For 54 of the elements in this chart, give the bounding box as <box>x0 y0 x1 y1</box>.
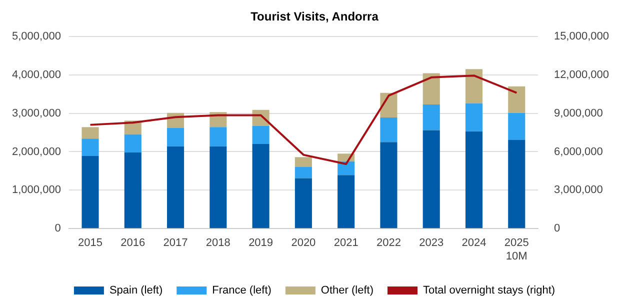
bar <box>508 140 526 228</box>
legend-label: Total overnight stays (right) <box>422 284 556 297</box>
y2-tick-label: 3,000,000 <box>554 184 603 196</box>
x-tick-label: 2024 <box>462 237 486 250</box>
bar <box>465 69 483 104</box>
bar <box>294 166 312 178</box>
bar <box>252 144 270 228</box>
y-tick-label: 3,000,000 <box>12 107 61 120</box>
x-tick-label: 2019 <box>248 237 274 250</box>
bar <box>252 126 270 144</box>
bar <box>380 118 398 142</box>
y2-tick-label: 12,000,000 <box>554 68 610 81</box>
legend-label: France (left) <box>212 284 272 297</box>
x-tick-label: 2021 <box>334 237 358 250</box>
bar <box>422 130 440 228</box>
y2-tick-label: 0 <box>554 222 560 235</box>
bar <box>338 175 355 228</box>
x-tick-label: 2023 <box>419 237 444 250</box>
bar <box>82 138 99 156</box>
bar <box>167 128 184 146</box>
bar <box>82 127 99 139</box>
chart-title: Tourist Visits, Andorra <box>250 10 379 24</box>
bar <box>210 146 227 228</box>
bar <box>422 73 440 104</box>
bar <box>508 86 526 113</box>
x-tick-label: 2022 <box>376 237 401 250</box>
bar <box>465 103 483 132</box>
bar <box>124 152 142 228</box>
x-tick-label: 2015 <box>78 237 102 250</box>
bar <box>294 178 312 228</box>
x-tick-label: 2017 <box>163 237 188 250</box>
bar <box>422 104 440 130</box>
bar <box>167 146 184 228</box>
x-tick-label: 2020 <box>291 237 316 250</box>
x-tick-label: 2016 <box>120 237 146 250</box>
legend-label: Spain (left) <box>109 284 163 297</box>
legend-label: Other (left) <box>320 284 374 297</box>
y2-tick-label: 6,000,000 <box>554 146 603 158</box>
bar <box>508 112 526 140</box>
y2-tick-label: 9,000,000 <box>554 107 603 120</box>
bar <box>210 127 227 146</box>
bar <box>380 142 398 228</box>
bar <box>294 157 312 167</box>
bar <box>124 134 142 152</box>
bar <box>465 131 483 228</box>
y-tick-label: 4,000,000 <box>12 68 61 81</box>
x-tick-label: 2018 <box>206 237 230 250</box>
y-tick-label: 1,000,000 <box>12 184 61 196</box>
y2-tick-label: 15,000,000 <box>554 30 610 42</box>
y-tick-label: 0 <box>54 222 61 235</box>
y-tick-label: 5,000,000 <box>12 30 61 42</box>
bar <box>82 156 99 228</box>
x-tick-label: 2025 10M <box>504 237 529 262</box>
y-tick-label: 2,000,000 <box>12 146 61 158</box>
